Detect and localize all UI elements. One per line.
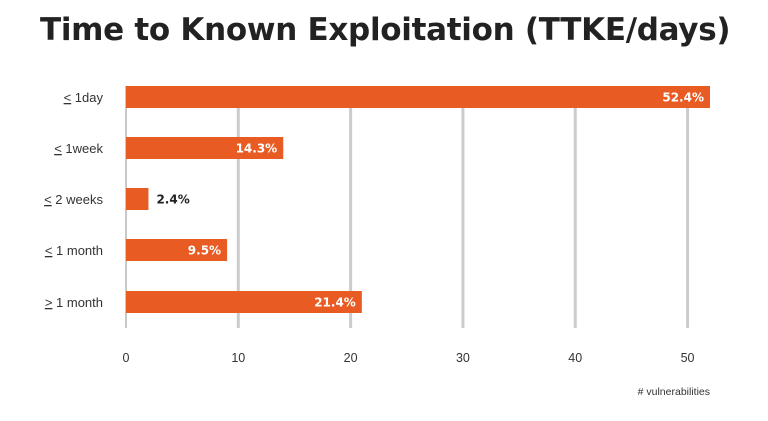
y-category-label: < 1 month [45, 243, 103, 258]
x-tick-label: 50 [681, 351, 695, 365]
x-tick-label: 20 [344, 351, 358, 365]
bar [126, 137, 284, 159]
y-category-label: < 1week [54, 141, 103, 156]
y-category-label: < 1day [64, 90, 104, 105]
bar [126, 188, 149, 210]
bar [126, 239, 228, 261]
y-category-label: > 1 month [45, 295, 103, 310]
x-tick-label: 10 [231, 351, 245, 365]
data-label: 9.5% [188, 244, 221, 258]
x-axis-title: # vulnerabilities [638, 386, 710, 398]
data-label: 21.4% [314, 296, 356, 310]
chart-title: Time to Known Exploitation (TTKE/days) [40, 12, 731, 48]
data-label: 14.3% [236, 142, 278, 156]
x-tick-label: 40 [568, 351, 582, 365]
data-label: 2.4% [156, 193, 189, 207]
bar [126, 86, 710, 108]
y-category-label: < 2 weeks [44, 192, 103, 207]
bar [126, 291, 362, 313]
x-tick-label: 0 [123, 351, 130, 365]
data-label: 52.4% [662, 91, 704, 105]
x-tick-label: 30 [456, 351, 470, 365]
